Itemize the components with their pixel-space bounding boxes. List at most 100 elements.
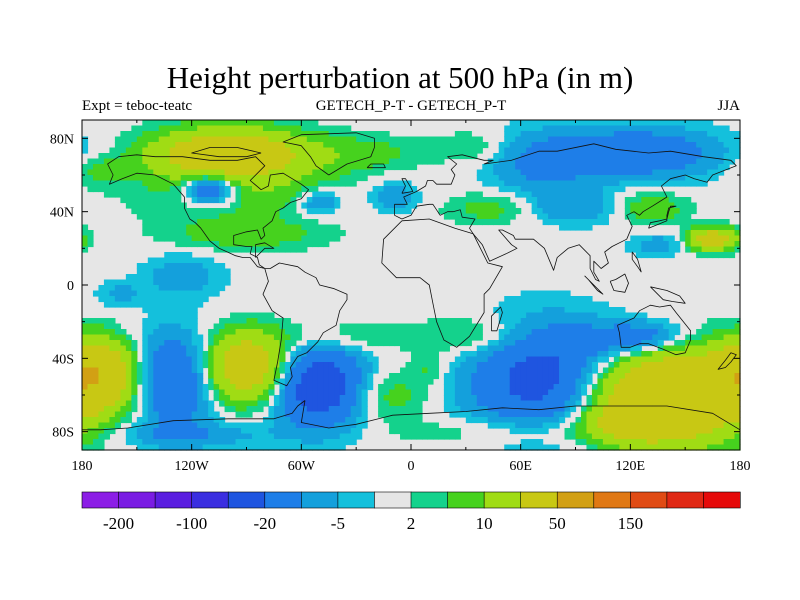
contour-cell [515, 169, 522, 176]
contour-cell [657, 208, 664, 215]
contour-cell [416, 329, 423, 336]
contour-cell [153, 334, 160, 341]
contour-cell [92, 340, 100, 347]
contour-cell [559, 367, 566, 374]
contour-cell [460, 351, 467, 358]
contour-cell [635, 312, 642, 319]
colorbar-swatch [154, 491, 193, 509]
contour-cell [120, 164, 127, 171]
contour-cell [685, 444, 692, 451]
contour-cell [202, 191, 209, 198]
contour-cell [169, 219, 176, 226]
contour-cell [685, 224, 692, 231]
contour-cell [246, 367, 253, 374]
contour-cell [191, 120, 198, 127]
contour-cell [729, 131, 736, 138]
contour-cell [279, 422, 286, 429]
contour-cell [646, 395, 653, 402]
contour-cell [317, 241, 324, 248]
contour-cell [580, 384, 588, 391]
contour-cell [224, 406, 231, 413]
contour-cell [339, 395, 346, 402]
contour-cell [98, 417, 105, 424]
contour-cell [641, 384, 648, 391]
contour-cell [328, 169, 335, 176]
contour-cell [301, 136, 308, 143]
contour-cell [427, 334, 434, 341]
contour-cell [197, 164, 204, 171]
contour-cell [630, 197, 637, 204]
contour-cell [515, 400, 522, 407]
contour-cell [257, 384, 264, 391]
contour-cell [175, 301, 182, 308]
contour-cell [542, 301, 549, 308]
contour-cell [602, 384, 609, 391]
contour-cell [630, 180, 637, 187]
contour-cell [531, 197, 538, 204]
contour-cell [175, 444, 182, 451]
contour-cell [400, 384, 407, 391]
contour-cell [531, 422, 538, 429]
contour-cell [580, 180, 588, 187]
contour-cell [718, 125, 725, 132]
contour-cell [460, 367, 467, 374]
contour-cell [548, 202, 555, 209]
contour-cell [411, 395, 418, 402]
contour-cell [542, 362, 549, 369]
contour-cell [652, 367, 659, 374]
contour-cell [542, 180, 549, 187]
contour-cell [498, 400, 505, 407]
contour-cell [679, 422, 686, 429]
contour-cell [570, 318, 577, 325]
contour-cell [284, 318, 291, 325]
contour-cell [580, 142, 588, 149]
contour-cell [537, 208, 544, 215]
contour-cell [142, 362, 149, 369]
contour-cell [284, 241, 291, 248]
contour-cell [284, 378, 291, 385]
contour-cell [471, 356, 478, 363]
contour-cell [125, 367, 132, 374]
contour-cell [345, 378, 352, 385]
contour-cell [575, 164, 582, 171]
contour-cell [109, 367, 116, 374]
contour-cell [197, 340, 204, 347]
contour-cell [570, 340, 577, 347]
contour-cell [405, 136, 412, 143]
contour-cell [712, 164, 719, 171]
contour-cell [268, 422, 275, 429]
contour-cell [608, 158, 615, 165]
contour-cell [646, 191, 653, 198]
contour-cell [273, 197, 280, 204]
contour-cell [257, 444, 264, 451]
contour-cell [142, 296, 149, 303]
contour-cell [405, 202, 412, 209]
contour-cell [268, 224, 275, 231]
contour-cell [597, 400, 604, 407]
contour-cell [284, 120, 291, 127]
contour-cell [652, 136, 659, 143]
contour-cell [476, 411, 483, 418]
contour-cell [460, 213, 467, 220]
contour-cell [153, 186, 160, 193]
contour-cell [219, 340, 226, 347]
contour-cell [498, 180, 505, 187]
contour-cell [559, 351, 566, 358]
contour-cell [602, 180, 609, 187]
contour-cell [460, 384, 467, 391]
contour-cell [509, 384, 516, 391]
contour-cell [389, 340, 396, 347]
contour-cell [164, 406, 171, 413]
contour-cell [147, 373, 154, 380]
contour-cell [142, 186, 149, 193]
contour-cell [339, 356, 346, 363]
contour-cell [624, 202, 631, 209]
contour-cell [191, 439, 198, 446]
contour-cell [597, 334, 604, 341]
contour-cell [98, 439, 105, 446]
contour-cell [262, 246, 270, 253]
contour-cell [674, 164, 681, 171]
contour-cell [663, 241, 670, 248]
contour-cell [679, 428, 686, 435]
contour-cell [668, 147, 675, 154]
